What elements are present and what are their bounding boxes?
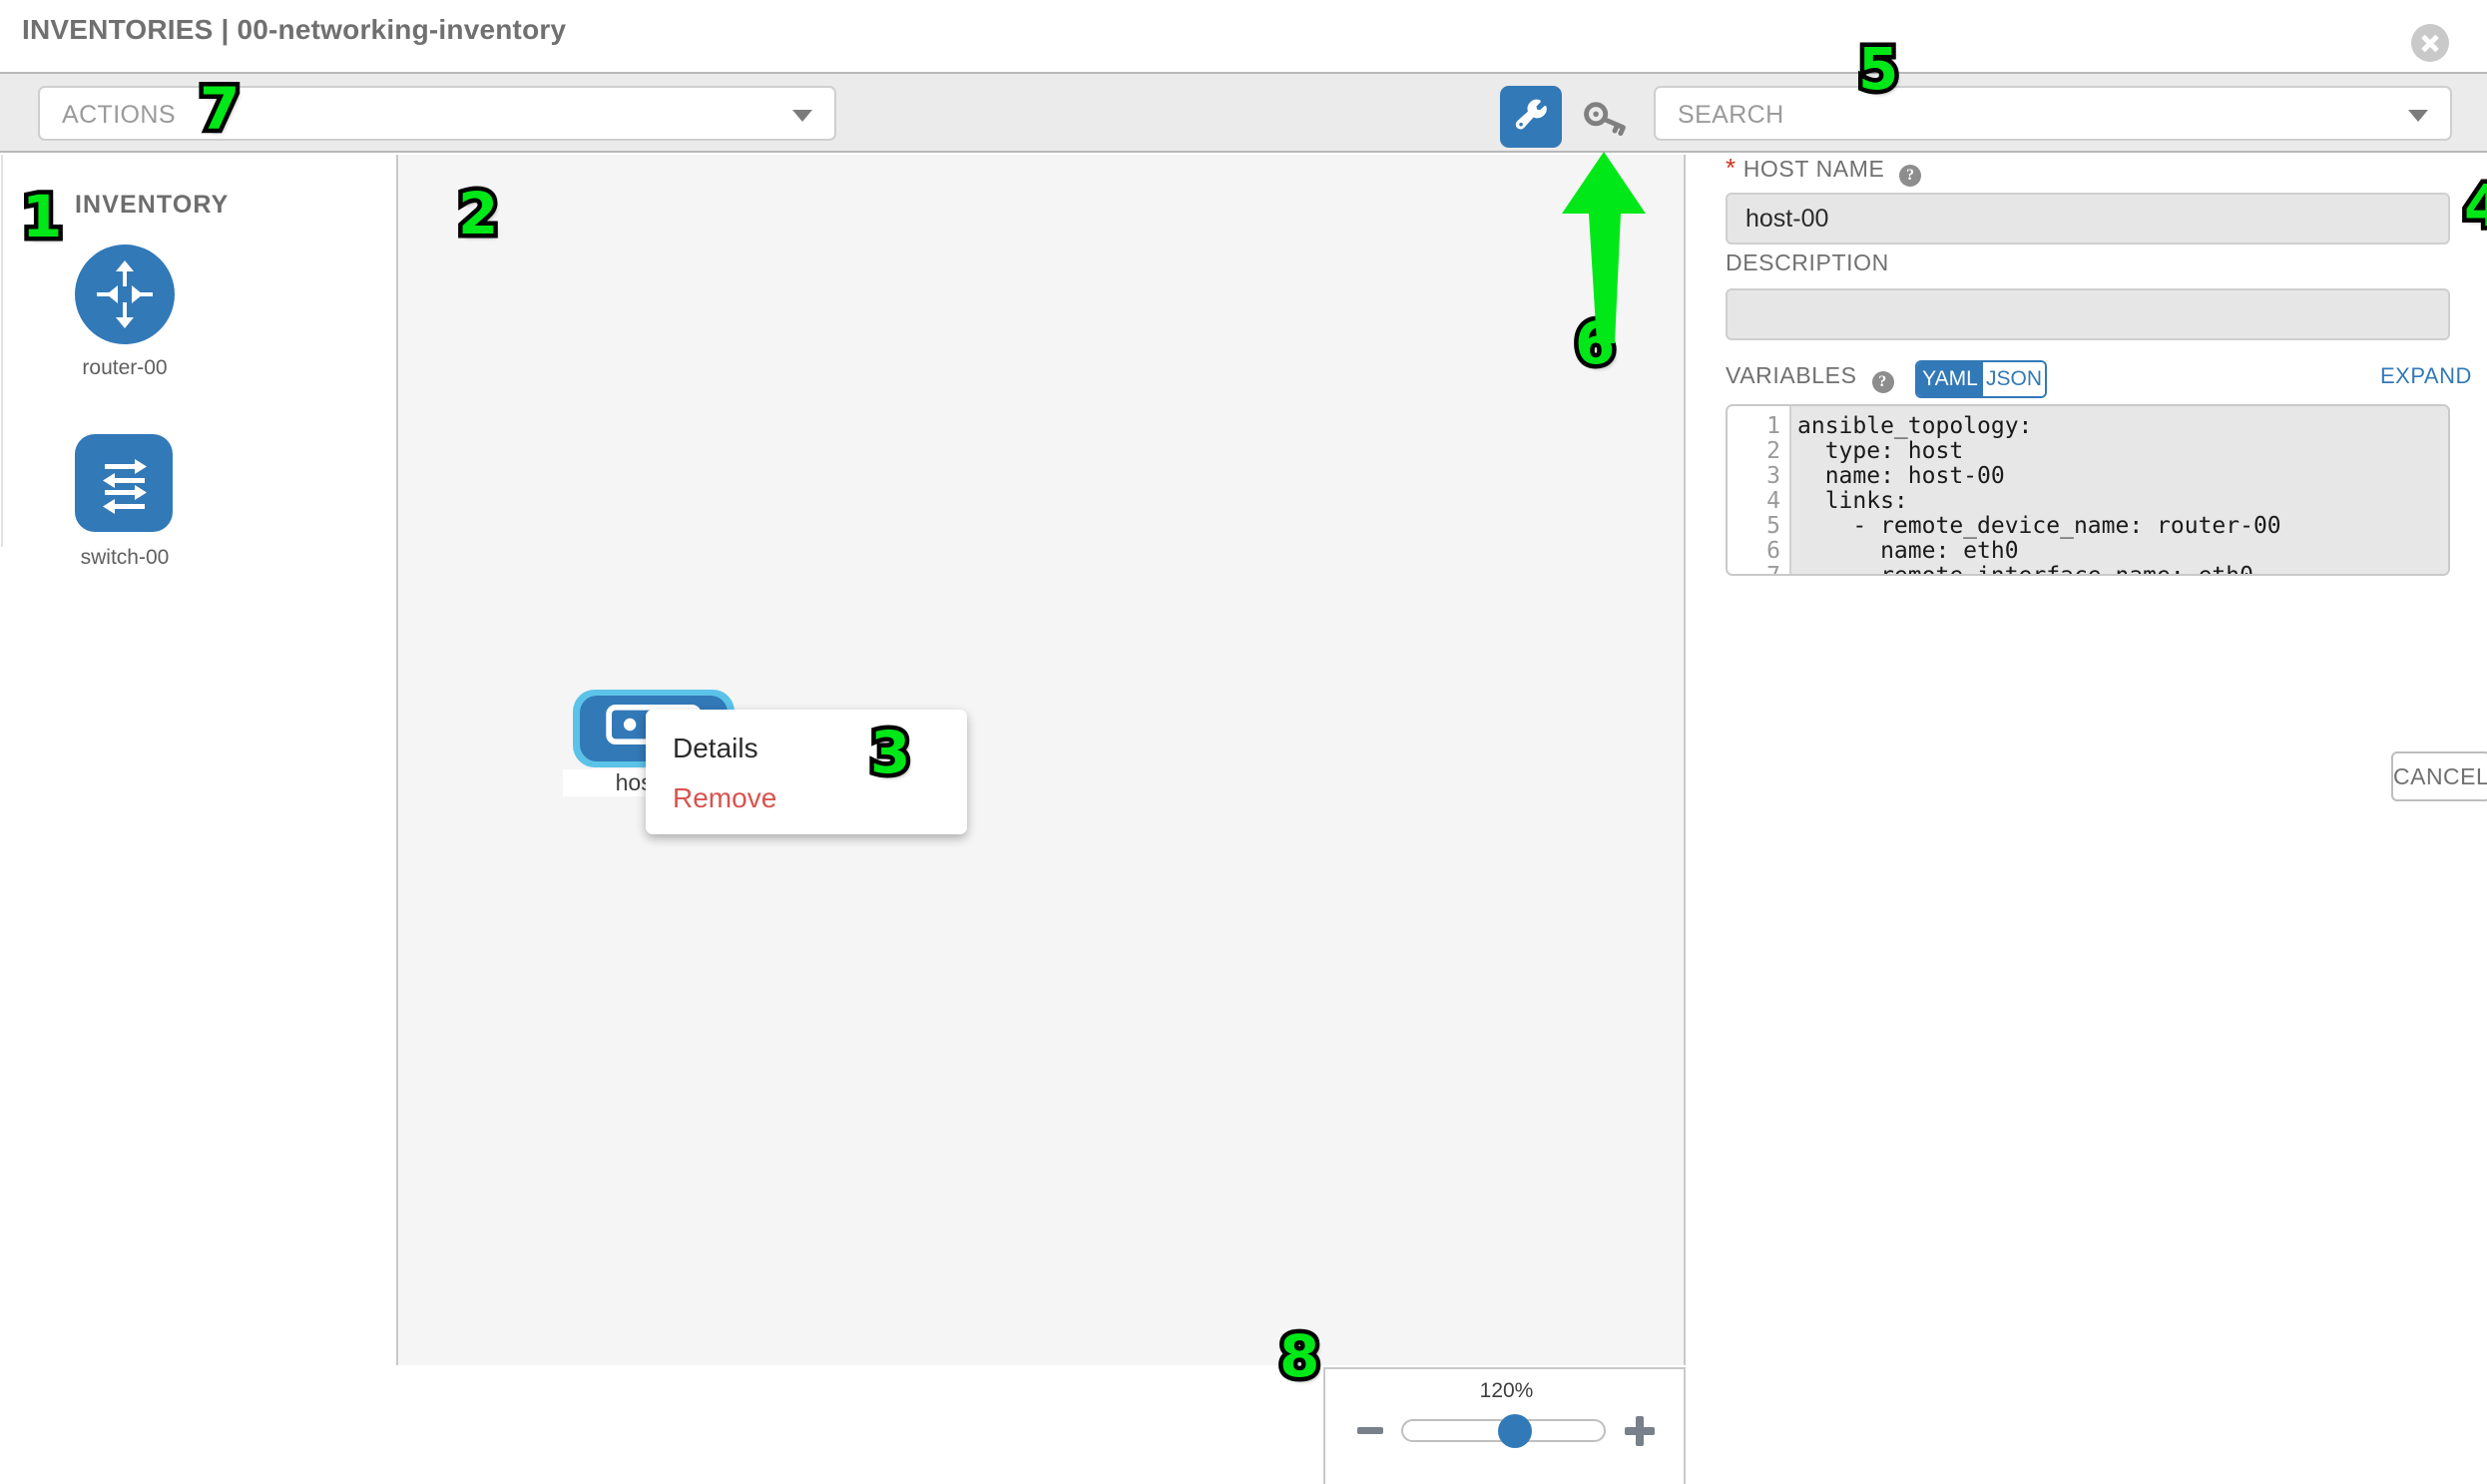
code-line: links: xyxy=(1797,488,1908,514)
context-menu-item-details[interactable]: Details xyxy=(673,733,758,763)
format-option-yaml[interactable]: YAML xyxy=(1917,362,1983,396)
gutter-line-number: 1 xyxy=(1766,413,1780,439)
code-line: name: eth0 xyxy=(1797,538,2019,564)
node-context-menu: Details Remove 3 xyxy=(646,710,967,834)
gutter-line-number: 2 xyxy=(1766,438,1780,464)
annotation-marker-3: 3 xyxy=(865,719,914,786)
code-line: type: host xyxy=(1797,438,1964,464)
cancel-button[interactable]: CANCEL xyxy=(2391,751,2487,801)
annotation-arrow-up xyxy=(1562,152,1646,343)
help-icon[interactable]: ? xyxy=(1899,165,1922,187)
actions-dropdown-label: ACTIONS xyxy=(62,101,176,129)
required-asterisk: * xyxy=(1726,153,1737,183)
search-input[interactable]: SEARCH xyxy=(1654,86,2452,141)
code-line: ansible_topology: xyxy=(1797,413,2033,439)
sidebar-title: INVENTORY xyxy=(75,191,230,219)
annotation-marker-2: 2 xyxy=(453,180,502,247)
annotation-marker-8: 8 xyxy=(1274,1322,1323,1390)
chevron-down-icon xyxy=(792,110,812,122)
page-title: INVENTORIES | 00-networking-inventory xyxy=(22,14,567,45)
code-area[interactable]: ansible_topology: type: host name: host-… xyxy=(1791,406,2448,574)
variables-label: VARIABLES ? xyxy=(1726,362,1894,393)
host-name-field[interactable]: host-00 xyxy=(1726,193,2450,245)
switch-icon xyxy=(103,459,147,514)
annotation-marker-7: 7 xyxy=(195,75,244,143)
annotation-marker-1: 1 xyxy=(17,183,66,250)
gutter-line-number: 7 xyxy=(1766,563,1780,576)
expand-link[interactable]: EXPAND xyxy=(2380,363,2472,388)
actions-dropdown[interactable]: ACTIONS xyxy=(38,86,836,141)
wrench-button[interactable] xyxy=(1500,86,1562,148)
window-header: INVENTORIES | 00-networking-inventory xyxy=(0,0,2487,72)
gutter-line-number: 3 xyxy=(1766,463,1780,489)
zoom-out-button[interactable] xyxy=(1357,1427,1383,1434)
search-placeholder: SEARCH xyxy=(1678,101,1784,129)
format-option-json[interactable]: JSON xyxy=(1983,362,2045,396)
variables-label-text: VARIABLES xyxy=(1726,362,1857,388)
help-icon[interactable]: ? xyxy=(1871,371,1894,393)
close-icon[interactable] xyxy=(2411,24,2449,62)
annotation-marker-5: 5 xyxy=(1853,35,1902,103)
code-lines: ansible_topology: type: host name: host-… xyxy=(1791,413,2448,576)
variables-code-editor[interactable]: ansible_topology: type: host name: host-… xyxy=(1726,404,2450,576)
host-name-label-text: HOST NAME xyxy=(1742,156,1885,182)
topology-canvas[interactable]: host-00 Details Remove 3 2 xyxy=(396,155,1686,1365)
gutter-line-number: 6 xyxy=(1766,538,1780,564)
zoom-level-value: 120% xyxy=(1479,1379,1534,1402)
gutter-line-number: 5 xyxy=(1766,513,1780,539)
zoom-slider-thumb[interactable] xyxy=(1498,1414,1533,1448)
description-label: DESCRIPTION xyxy=(1726,249,1889,275)
sidebar-item-label: switch-00 xyxy=(80,546,170,569)
details-panel: DETAILS 4 * HOST NAME ? host-00 DESCRIPT… xyxy=(1688,153,2487,1484)
zoom-in-button[interactable] xyxy=(1625,1415,1655,1446)
variables-format-toggle[interactable]: YAML JSON xyxy=(1915,360,2047,398)
gutter-line-number: 4 xyxy=(1766,488,1780,514)
wrench-icon xyxy=(1515,99,1547,130)
code-line: - remote_device_name: router-00 xyxy=(1797,513,2281,539)
router-icon xyxy=(97,260,153,328)
context-menu-item-remove[interactable]: Remove xyxy=(673,782,777,813)
host-name-label: * HOST NAME ? xyxy=(1726,153,1922,187)
description-field[interactable] xyxy=(1726,288,2450,340)
code-line: name: host-00 xyxy=(1797,463,2005,489)
chevron-down-icon xyxy=(2408,110,2428,122)
key-icon xyxy=(1584,102,1626,137)
toolbar: ACTIONS SEARCH xyxy=(0,72,2487,153)
zoom-control-panel: 120% xyxy=(1323,1367,1686,1484)
key-button[interactable] xyxy=(1577,90,1633,146)
sidebar-item-label: router-00 xyxy=(82,356,168,379)
code-line: remote_interface_name: eth0 xyxy=(1797,563,2253,576)
annotation-marker-4: 4 xyxy=(2459,172,2487,240)
sidebar-divider xyxy=(1,155,3,547)
inventory-sidebar: INVENTORY router-00 xyxy=(0,155,395,1484)
